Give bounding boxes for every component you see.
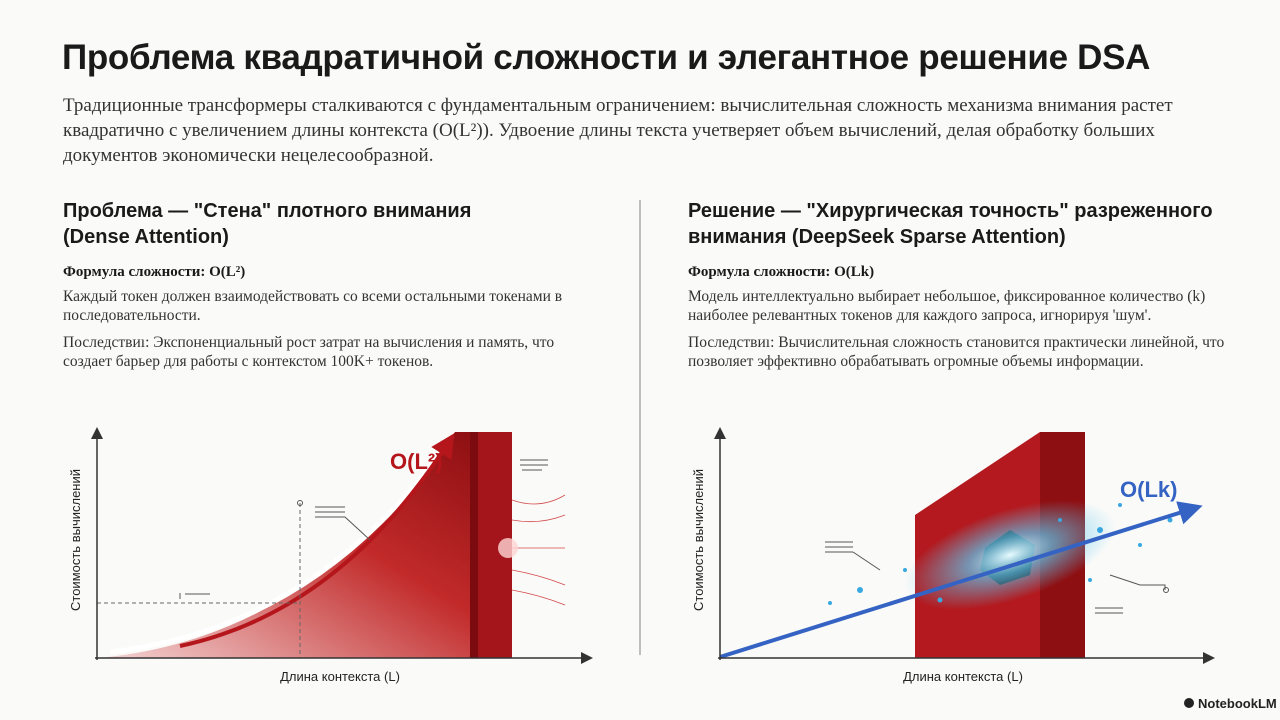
curve-highlight xyxy=(109,434,455,655)
heading: Проблема — "Стена" плотного внимания (De… xyxy=(63,200,472,248)
dense-chart: O(L²) Стоимость вычислений Длина контекс… xyxy=(68,427,593,684)
x-label: Длина контекста (L) xyxy=(903,669,1023,684)
consequence: Последствиı: Вычислительная сложность ст… xyxy=(688,334,1225,370)
sparse-chart: O(Lk) Стоимость вычислений Длина контекс… xyxy=(691,427,1215,684)
brand: NotebookLM xyxy=(1198,696,1277,711)
heading: Решение — "Хирургическая точность" разре… xyxy=(688,200,1213,248)
description: Модель интеллектуально выбирает небольшо… xyxy=(688,288,1206,324)
y-label: Стоимость вычислений xyxy=(691,469,706,611)
flare xyxy=(498,538,518,558)
y-label: Стоимость вычислений xyxy=(68,469,83,611)
linear-arrow xyxy=(719,501,1203,659)
formula: Формула сложности: O(L²) xyxy=(63,264,246,280)
cost-area xyxy=(97,432,470,658)
curve-label: O(L²) xyxy=(390,449,443,474)
x-label: Длина контекста (L) xyxy=(280,669,400,684)
dot xyxy=(1163,587,1169,593)
brand-logo xyxy=(1184,698,1194,708)
consequence: Последствиı: Экспоненциальный рост затра… xyxy=(63,334,555,370)
column-right: Решение — "Хирургическая точность" разре… xyxy=(688,198,1248,371)
curve-label: O(Lk) xyxy=(1120,477,1177,502)
formula: Формула сложности: O(Lk) xyxy=(688,264,875,280)
dot xyxy=(297,500,303,506)
callout xyxy=(520,459,548,471)
description: Каждый токен должен взаимодействовать со… xyxy=(63,288,563,324)
rays xyxy=(511,494,566,606)
callout xyxy=(1095,574,1166,614)
particles xyxy=(828,503,1173,605)
intro: Традиционные трансформеры сталкиваются с… xyxy=(63,95,1173,166)
wall-edge xyxy=(470,432,478,658)
title: Проблема квадратичной сложности и элеган… xyxy=(62,38,1151,77)
callout xyxy=(179,593,210,599)
curve-arrow xyxy=(179,433,455,648)
callout xyxy=(315,506,371,541)
callout xyxy=(825,541,881,571)
column-left: Проблема — "Стена" плотного внимания (De… xyxy=(63,198,562,371)
